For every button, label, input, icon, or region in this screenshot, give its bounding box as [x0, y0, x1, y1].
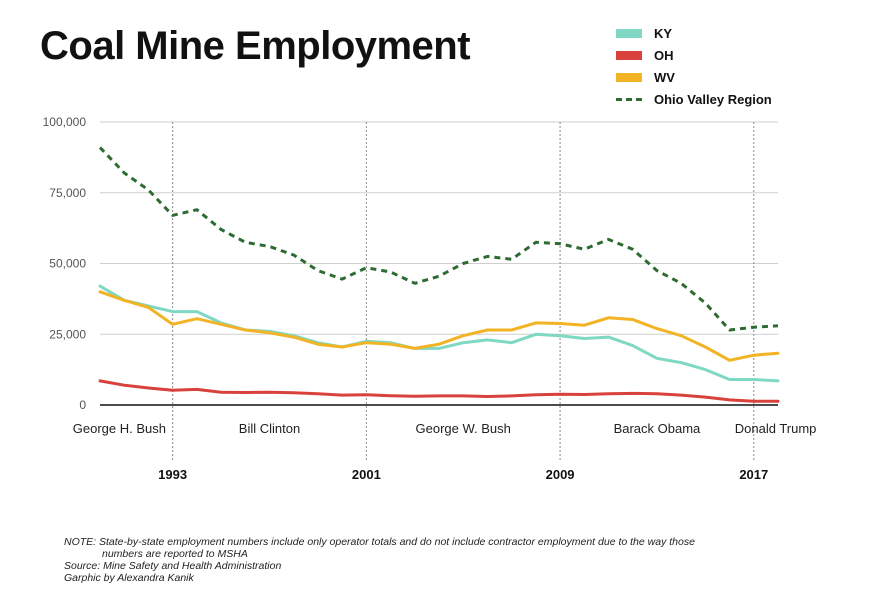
legend-label-ohio-valley: Ohio Valley Region	[654, 91, 772, 107]
legend-swatch-ky	[616, 28, 642, 38]
legend-item-ohio-valley: Ohio Valley Region	[616, 88, 836, 110]
note-line-2: numbers are reported to MSHA	[102, 548, 248, 560]
credit-line: Garphic by Alexandra Kanik	[64, 572, 194, 584]
y-tick-label: 25,000	[49, 327, 86, 341]
president-label: George H. Bush	[73, 421, 166, 436]
y-tick-label: 50,000	[49, 257, 86, 271]
president-label: Donald Trump	[735, 421, 817, 436]
legend-swatch-oh	[616, 50, 642, 60]
source-line: Source: Mine Safety and Health Administr…	[64, 560, 282, 572]
legend-label-ky: KY	[654, 25, 673, 41]
y-tick-label: 100,000	[43, 115, 87, 129]
legend-swatch-ohio-valley	[616, 97, 642, 101]
y-tick-label: 75,000	[49, 186, 86, 200]
x-tick-label: 2017	[739, 467, 768, 482]
y-tick-label: 0	[79, 398, 86, 412]
legend-swatch-wv	[616, 72, 642, 82]
president-label: Bill Clinton	[239, 421, 300, 436]
x-tick-label: 1993	[158, 467, 187, 482]
footnote: NOTE: State-by-state employment numbers …	[64, 536, 824, 584]
series-line-ohio-valley-region	[98, 146, 779, 332]
legend-label-oh: OH	[654, 47, 674, 63]
president-label: George W. Bush	[416, 421, 511, 436]
x-tick-label: 2001	[352, 467, 381, 482]
chart-title: Coal Mine Employment	[40, 24, 471, 68]
note-line-1: NOTE: State-by-state employment numbers …	[64, 536, 695, 548]
legend: KY OH WV Ohio Valley Region	[616, 22, 836, 110]
series-line-wv	[98, 290, 780, 362]
legend-label-wv: WV	[654, 69, 675, 85]
president-label: Barack Obama	[614, 421, 701, 436]
legend-item-oh: OH	[616, 44, 836, 66]
x-tick-label: 2009	[546, 467, 575, 482]
legend-item-wv: WV	[616, 66, 836, 88]
legend-item-ky: KY	[616, 22, 836, 44]
series-line-ky	[98, 284, 780, 383]
series-line-oh	[98, 379, 780, 403]
